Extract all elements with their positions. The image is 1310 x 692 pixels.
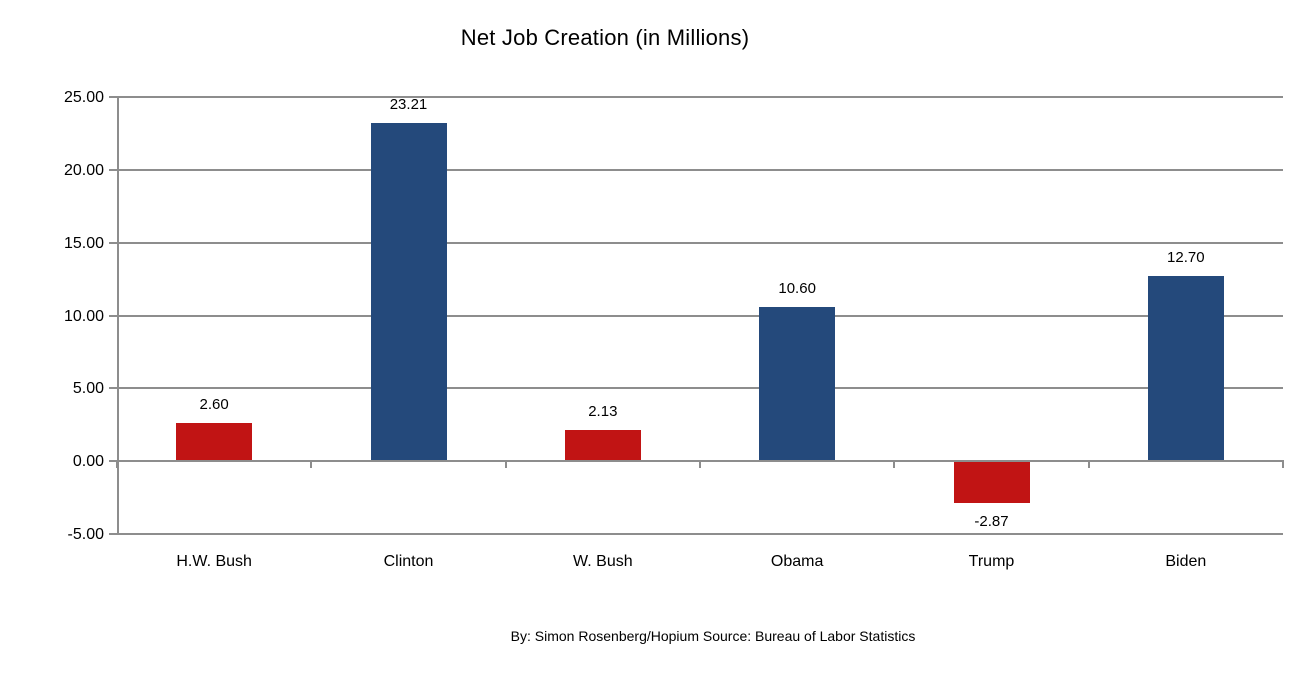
bar-value-label: -2.87 [974,512,1009,530]
y-axis-tick [109,460,117,463]
y-axis-label: 25.00 [63,89,104,106]
y-axis-label: -5.00 [67,526,104,543]
x-axis-tick [893,460,896,469]
bar [759,306,836,462]
gridline [117,168,1283,171]
bar [1147,276,1224,462]
y-axis-tick [109,533,117,535]
x-axis-tick [1282,460,1284,469]
bar-value-label: 23.21 [389,96,428,114]
x-axis-tick [310,460,313,469]
y-axis-tick [109,314,117,317]
x-axis-tick [504,460,507,469]
y-axis-tick [109,168,117,171]
y-axis-label: 20.00 [63,161,104,179]
bar-value-label: 2.13 [588,403,618,421]
bar-value-label: 10.60 [778,279,816,297]
y-axis-label: 15.00 [63,234,104,252]
bar [564,430,641,462]
x-axis-tick [699,460,701,469]
bar [370,123,447,462]
source-caption: By: Simon Rosenberg/Hopium Source: Burea… [510,628,916,644]
x-axis-tick [1087,460,1090,469]
chart-title: Net Job Creation (in Millions) [460,25,750,50]
bar [953,461,1030,503]
category-label: Trump [968,553,1015,570]
y-axis-tick [109,96,117,98]
gridline [117,387,1283,390]
gridline [117,314,1283,317]
y-axis-label: 5.00 [72,380,104,398]
bar [176,423,253,462]
bar-value-label: 12.70 [1167,249,1205,267]
y-axis-tick [109,387,117,390]
category-label: Biden [1165,553,1207,570]
plot-area: 25.00 20.00 15.00 10.00 5.00 0.00 -5.00 2.60 23.… [64,89,1284,570]
category-label: W. Bush [573,553,633,570]
gridline [117,241,1283,244]
bar-value-label: 2.60 [199,396,229,414]
y-axis-label: 0.00 [72,453,104,471]
x-axis-tick [116,460,118,469]
y-axis-label: 10.00 [63,307,104,325]
category-label: H.W. Bush [176,553,252,570]
y-axis-tick [109,241,117,244]
gridline [117,96,1283,98]
category-label: Obama [770,553,824,570]
category-label: Clinton [383,553,434,570]
y-axis-line [117,96,119,535]
gridline [117,533,1283,535]
zero-axis-line [117,460,1283,463]
